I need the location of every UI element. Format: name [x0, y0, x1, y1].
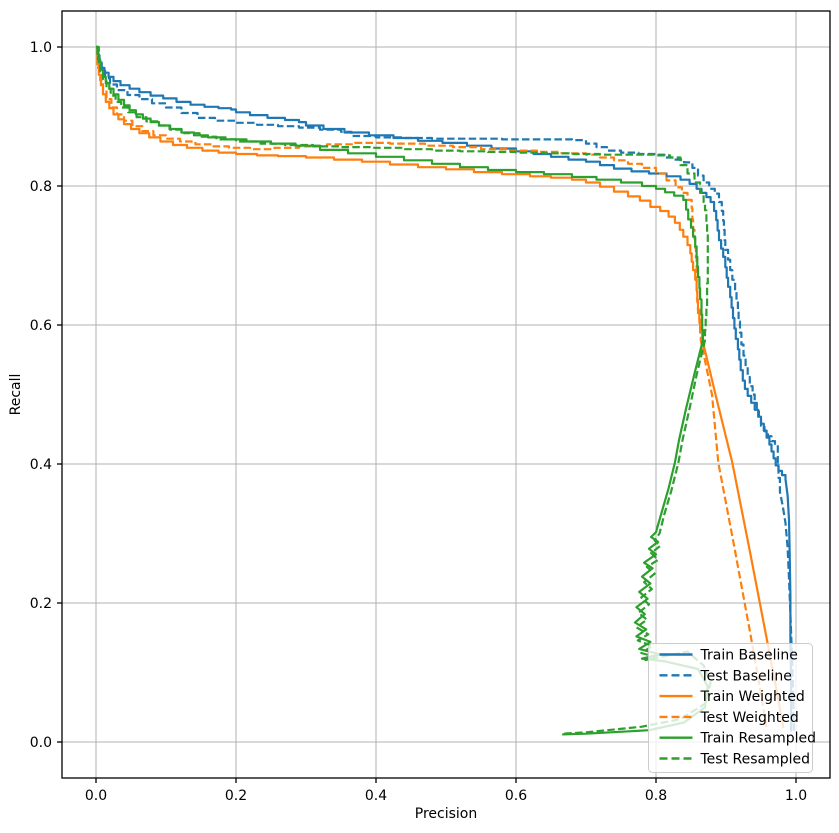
y-tick-label-4: 0.8 [30, 179, 52, 195]
legend-label-test-resampled: Test Resampled [700, 752, 811, 768]
x-tick-label-3: 0.6 [505, 788, 527, 804]
test-baseline-curve [96, 45, 795, 732]
train-resampled-curve [96, 45, 709, 736]
x-tick-label-0: 0.0 [85, 788, 107, 804]
legend-label-train-weighted: Train Weighted [700, 689, 805, 705]
legend: Train Baseline Test Baseline Train Weighte… [648, 643, 817, 773]
axis-ticks: 0.0 0.2 0.4 0.6 0.8 1.0 0.0 0.2 0.4 0.6 0.8 1.0 [30, 40, 807, 804]
curves [96, 45, 795, 736]
legend-label-test-weighted: Test Weighted [700, 710, 799, 726]
x-tick-label-2: 0.4 [365, 788, 387, 804]
x-axis-label: Precision [415, 806, 477, 822]
y-tick-label-1: 0.2 [30, 596, 52, 612]
legend-label-train-baseline: Train Baseline [700, 648, 798, 664]
legend-label-test-baseline: Test Baseline [700, 668, 792, 684]
y-tick-label-0: 0.0 [30, 735, 52, 751]
y-tick-label-2: 0.4 [30, 457, 52, 473]
legend-label-train-resampled: Train Resampled [700, 731, 817, 747]
test-resampled-curve [96, 45, 712, 735]
x-tick-label-4: 0.8 [645, 788, 667, 804]
plot-spines [61, 10, 831, 779]
x-tick-label-1: 0.2 [225, 788, 247, 804]
y-tick-label-5: 1.0 [30, 40, 52, 56]
train-weighted-curve [96, 45, 785, 729]
x-tick-label-5: 1.0 [785, 788, 807, 804]
test-weighted-curve [96, 45, 768, 729]
y-tick-label-3: 0.6 [30, 318, 52, 334]
y-axis-label: Recall [8, 374, 24, 416]
